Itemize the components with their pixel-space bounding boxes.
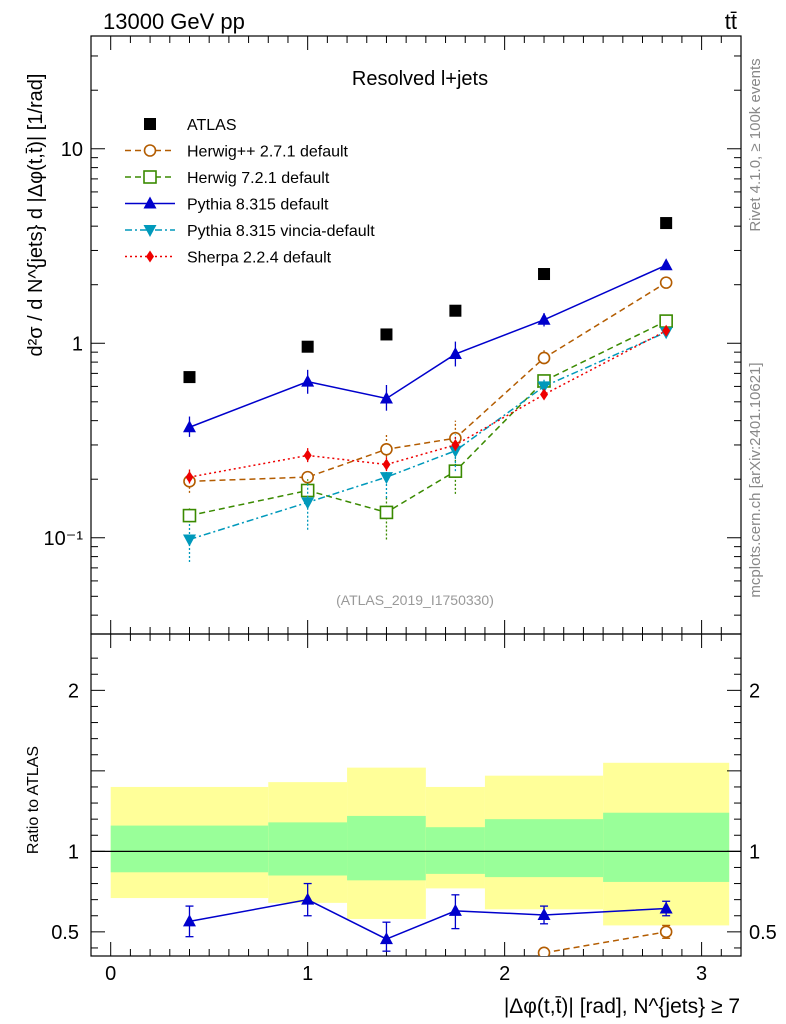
legend-marker xyxy=(146,250,154,263)
ratio-y-tick-label-right: 1 xyxy=(749,841,760,863)
data-point xyxy=(301,470,314,484)
rivet-label: Rivet 4.1.0, ≥ 100k events xyxy=(747,58,764,231)
ratio-series-line xyxy=(189,898,667,940)
main-y-axis-label: d²σ / d N^{jets} d |Δφ(t,t̄)| [1/rad] xyxy=(25,74,47,357)
data-point xyxy=(301,340,314,353)
data-point xyxy=(301,497,315,510)
ratio-data-point xyxy=(537,907,551,920)
data-point xyxy=(449,304,462,317)
ratio-y-axis-label: Ratio to ATLAS xyxy=(25,746,42,854)
data-point xyxy=(182,534,196,547)
ratio-panel: 0.5 0.5 1 1 2 2 0 1 2 3 xyxy=(51,633,777,985)
x-tick-label: 0 xyxy=(105,963,116,985)
legend-label: ATLAS xyxy=(187,117,237,134)
data-point xyxy=(537,381,551,394)
data-point xyxy=(662,324,671,337)
legend-label: Pythia 8.315 default xyxy=(187,197,329,214)
legend-label: Herwig 7.2.1 default xyxy=(187,170,330,187)
main-panel: 10⁻¹ 1 10 ATLAS Herwig++ 2.7.1 default Herwig… xyxy=(44,35,742,635)
main-title: Resolved l+jets xyxy=(352,68,488,90)
legend-label: Sherpa 2.2.4 default xyxy=(187,250,332,267)
uncertainty-band-inner xyxy=(347,815,426,881)
ratio-data-point xyxy=(379,932,393,945)
data-point xyxy=(379,505,394,520)
y-tick-label: 1 xyxy=(72,333,83,355)
ratio-y-tick-label: 0.5 xyxy=(51,922,79,944)
data-point xyxy=(182,508,197,523)
uncertainty-band-inner xyxy=(425,827,485,874)
data-point xyxy=(183,371,196,384)
x-axis-label: |Δφ(t,t̄)| [rad], N^{jets} ≥ 7 xyxy=(504,995,740,1018)
data-point xyxy=(380,442,393,456)
series-line xyxy=(189,330,667,478)
uncertainty-band-inner xyxy=(110,825,269,873)
data-point xyxy=(380,328,393,341)
series-line xyxy=(189,264,667,428)
ratio-data-point xyxy=(537,946,551,956)
ratio-y-tick-label-right: 0.5 xyxy=(749,922,777,944)
data-point xyxy=(379,391,393,404)
data-point xyxy=(185,471,194,484)
uncertainty-band-inner xyxy=(603,812,730,882)
analysis-id: (ATLAS_2019_I1750330) xyxy=(336,592,494,608)
ratio-y-tick-label-right: 2 xyxy=(749,680,760,702)
data-point xyxy=(182,420,196,433)
ratio-data-point xyxy=(182,914,196,927)
legend-marker xyxy=(143,225,157,237)
ratio-data-point xyxy=(659,901,673,914)
y-tick-label: 10⁻¹ xyxy=(44,528,84,550)
data-point xyxy=(301,374,315,387)
data-point xyxy=(379,472,393,485)
data-point xyxy=(538,268,551,281)
data-point xyxy=(448,347,462,360)
data-point xyxy=(448,445,462,458)
legend-marker xyxy=(143,196,157,209)
data-point xyxy=(382,458,391,471)
data-point xyxy=(660,217,673,230)
data-point xyxy=(540,388,549,401)
legend-marker xyxy=(144,118,156,130)
series-line xyxy=(189,281,667,483)
uncertainty-band-inner xyxy=(268,822,348,876)
ratio-series-line xyxy=(543,931,667,954)
x-tick-label: 1 xyxy=(302,963,313,985)
uncertainty-band-inner xyxy=(484,819,604,878)
energy-label: 13000 GeV pp xyxy=(103,9,245,34)
legend-label: Herwig++ 2.7.1 default xyxy=(187,144,349,161)
series-line xyxy=(189,331,667,541)
data-point xyxy=(659,276,673,289)
legend-marker xyxy=(143,170,157,184)
x-tick-label: 2 xyxy=(499,963,510,985)
ratio-data-point xyxy=(301,892,315,905)
data-point xyxy=(659,258,673,271)
series-line xyxy=(189,320,667,517)
x-tick-label: 3 xyxy=(696,963,707,985)
legend-label: Pythia 8.315 vincia-default xyxy=(187,223,375,240)
data-point xyxy=(300,483,315,498)
y-tick-label: 10 xyxy=(61,139,83,161)
ratio-series-group xyxy=(182,882,673,956)
process-label: tt̄ xyxy=(725,9,737,34)
data-point xyxy=(537,312,551,325)
ratio-data-point xyxy=(659,925,673,939)
ratio-frame xyxy=(90,633,742,957)
data-point xyxy=(303,449,312,462)
legend-marker xyxy=(143,144,157,157)
data-point xyxy=(537,351,551,365)
ratio-data-point xyxy=(448,903,462,916)
data-point xyxy=(451,438,460,451)
ratio-y-tick-label: 1 xyxy=(68,841,79,863)
ratio-y-tick-label: 2 xyxy=(68,680,79,702)
mcplots-label: mcplots.cern.ch [arXiv:2401.10621] xyxy=(747,362,764,597)
